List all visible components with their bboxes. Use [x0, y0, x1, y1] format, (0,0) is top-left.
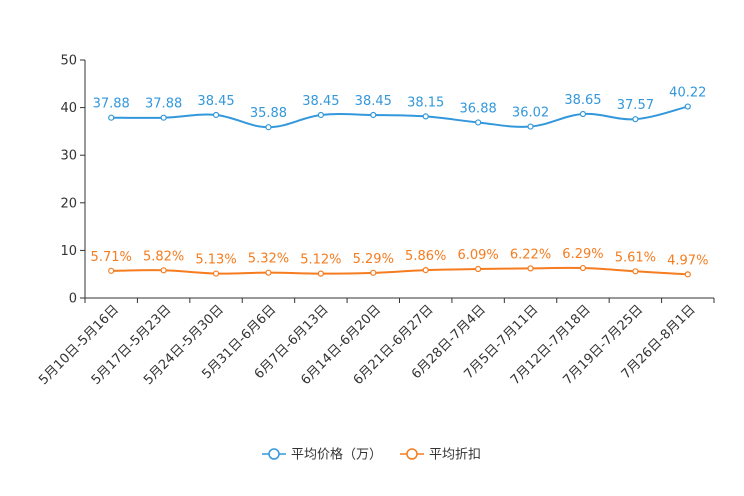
data-label: 37.57: [617, 98, 654, 113]
data-label: 6.29%: [562, 247, 603, 262]
data-point: [632, 268, 639, 275]
y-tick-label: 20: [60, 196, 77, 211]
data-point: [212, 111, 220, 119]
data-point: [317, 270, 324, 277]
data-label: 5.32%: [248, 252, 289, 267]
y-tick-label: 10: [60, 244, 77, 259]
legend-item-1: 平均折扣: [400, 448, 481, 463]
legend-marker: [268, 448, 280, 460]
data-point: [265, 124, 272, 131]
legend-label: 平均折扣: [429, 448, 481, 463]
data-label: 37.88: [93, 97, 130, 112]
data-point: [422, 267, 429, 274]
data-point: [108, 114, 115, 121]
data-label: 5.71%: [91, 250, 132, 265]
data-point: [160, 114, 167, 121]
legend-item-0: 平均价格（万）: [262, 447, 382, 463]
data-label: 38.15: [407, 95, 444, 110]
data-label: 37.88: [145, 97, 182, 112]
data-point: [160, 267, 167, 274]
data-point: [265, 269, 272, 276]
data-label: 5.13%: [195, 253, 236, 268]
data-label: 36.88: [460, 101, 497, 116]
series-1: 5.71% 5.82% 5.13% 5.32% 5.12% 5.29% 5.86% 6.09%…: [91, 247, 708, 278]
data-label: 5.29%: [353, 252, 394, 267]
data-point: [317, 111, 324, 119]
data-label: 6.09%: [457, 248, 498, 263]
y-tick-label: 50: [60, 54, 77, 69]
data-point: [370, 269, 377, 276]
data-point: [212, 270, 220, 277]
data-point: [527, 123, 534, 130]
y-tick-label: 30: [60, 149, 77, 164]
chart-series: 37.88 37.88 38.45 35.88 38.45 38.45 38.15 36.88…: [91, 86, 708, 278]
data-point: [475, 119, 482, 126]
chart-legend: 平均价格（万） 平均折扣: [262, 447, 481, 463]
data-point: [579, 264, 587, 272]
data-point: [108, 267, 115, 274]
y-tick-label: 0: [69, 292, 77, 307]
y-tick-label: 40: [60, 101, 77, 116]
data-label: 38.65: [564, 93, 601, 108]
series-line: [111, 266, 688, 276]
data-point: [632, 116, 639, 123]
series-0: 37.88 37.88 38.45 35.88 38.45 38.45 38.15 36.88…: [93, 86, 706, 131]
data-label: 5.86%: [405, 249, 446, 264]
data-label: 38.45: [197, 94, 234, 109]
data-point: [684, 103, 691, 110]
data-point: [422, 113, 429, 120]
data-label: 5.61%: [615, 250, 656, 265]
data-label: 36.02: [512, 106, 549, 121]
legend-label: 平均价格（万）: [291, 447, 382, 463]
series-line: [111, 105, 689, 129]
data-label: 38.45: [302, 94, 339, 109]
data-point: [579, 110, 587, 118]
data-point: [684, 271, 691, 278]
data-point: [370, 111, 377, 119]
data-label: 35.88: [250, 106, 287, 121]
data-label: 38.45: [355, 94, 392, 109]
data-label: 5.82%: [143, 249, 184, 264]
x-axis-ticks: 5月10日-5月16日5月17日-5月23日5月24日-5月30日5月31日-6…: [36, 298, 715, 388]
legend-marker: [406, 448, 418, 460]
data-label: 40.22: [669, 86, 706, 101]
data-label: 4.97%: [667, 253, 708, 268]
y-axis-ticks: 0 10 20 30 40 50: [60, 54, 85, 307]
data-label: 5.12%: [300, 253, 341, 268]
data-point: [527, 265, 534, 272]
data-label: 6.22%: [510, 247, 551, 262]
data-point: [475, 265, 482, 273]
